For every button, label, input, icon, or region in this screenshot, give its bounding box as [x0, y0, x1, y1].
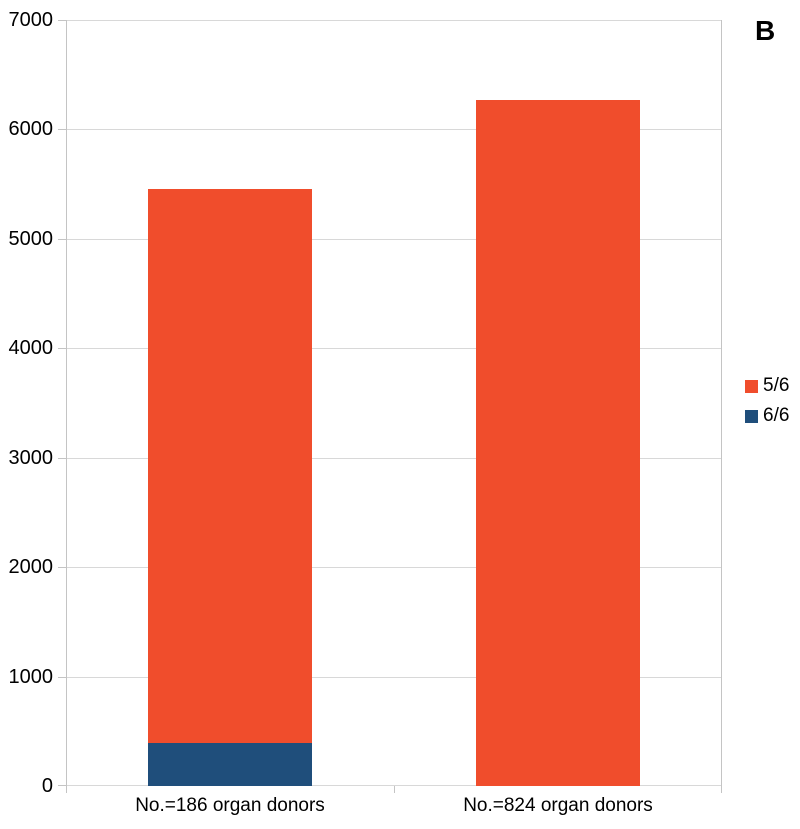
bar-segment-5-6-cat1 [148, 189, 312, 743]
legend-label: 6/6 [763, 405, 790, 426]
x-axis-tick [721, 786, 722, 793]
legend: 5/6 6/6 [745, 375, 789, 435]
y-axis-tick-label: 3000 [8, 447, 54, 469]
legend-swatch-icon [745, 409, 758, 423]
plot-right-border [721, 20, 722, 786]
legend-swatch-icon [745, 379, 758, 393]
y-axis-tick [58, 458, 66, 459]
gridline [66, 567, 722, 568]
bar-segment-6-6-cat1 [148, 743, 312, 786]
gridline [66, 785, 722, 786]
y-axis-tick [58, 239, 66, 240]
y-axis-tick-label: 2000 [8, 556, 54, 578]
y-axis-tick [58, 677, 66, 678]
y-axis-tick [58, 567, 66, 568]
y-axis-tick-label: 6000 [8, 118, 54, 140]
panel-label: B [755, 15, 776, 46]
y-axis-tick [58, 348, 66, 349]
gridline [66, 129, 722, 130]
y-axis-tick-label: 5000 [8, 228, 54, 250]
gridline [66, 458, 722, 459]
gridline [66, 348, 722, 349]
gridline [66, 20, 722, 21]
gridline [66, 239, 722, 240]
plot-area [66, 20, 722, 786]
y-axis-tick [58, 129, 66, 130]
y-axis-tick [58, 785, 66, 786]
y-axis-tick-label: 7000 [8, 9, 54, 31]
legend-item-5-6: 5/6 [745, 375, 789, 397]
x-axis-tick [394, 786, 395, 793]
y-axis-tick [58, 20, 66, 21]
x-axis-tick [66, 786, 67, 793]
bar-segment-5-6-cat2 [476, 100, 640, 786]
legend-label: 5/6 [763, 375, 790, 396]
y-axis-tick-label: 1000 [8, 666, 54, 688]
y-axis-tick-label: 0 [41, 775, 53, 797]
y-axis-line [66, 20, 67, 786]
x-axis-category-label: No.=186 organ donors [135, 795, 325, 816]
x-axis-category-label: No.=824 organ donors [463, 795, 653, 816]
legend-item-6-6: 6/6 [745, 405, 789, 427]
y-axis-tick-label: 4000 [8, 337, 54, 359]
gridline [66, 677, 722, 678]
